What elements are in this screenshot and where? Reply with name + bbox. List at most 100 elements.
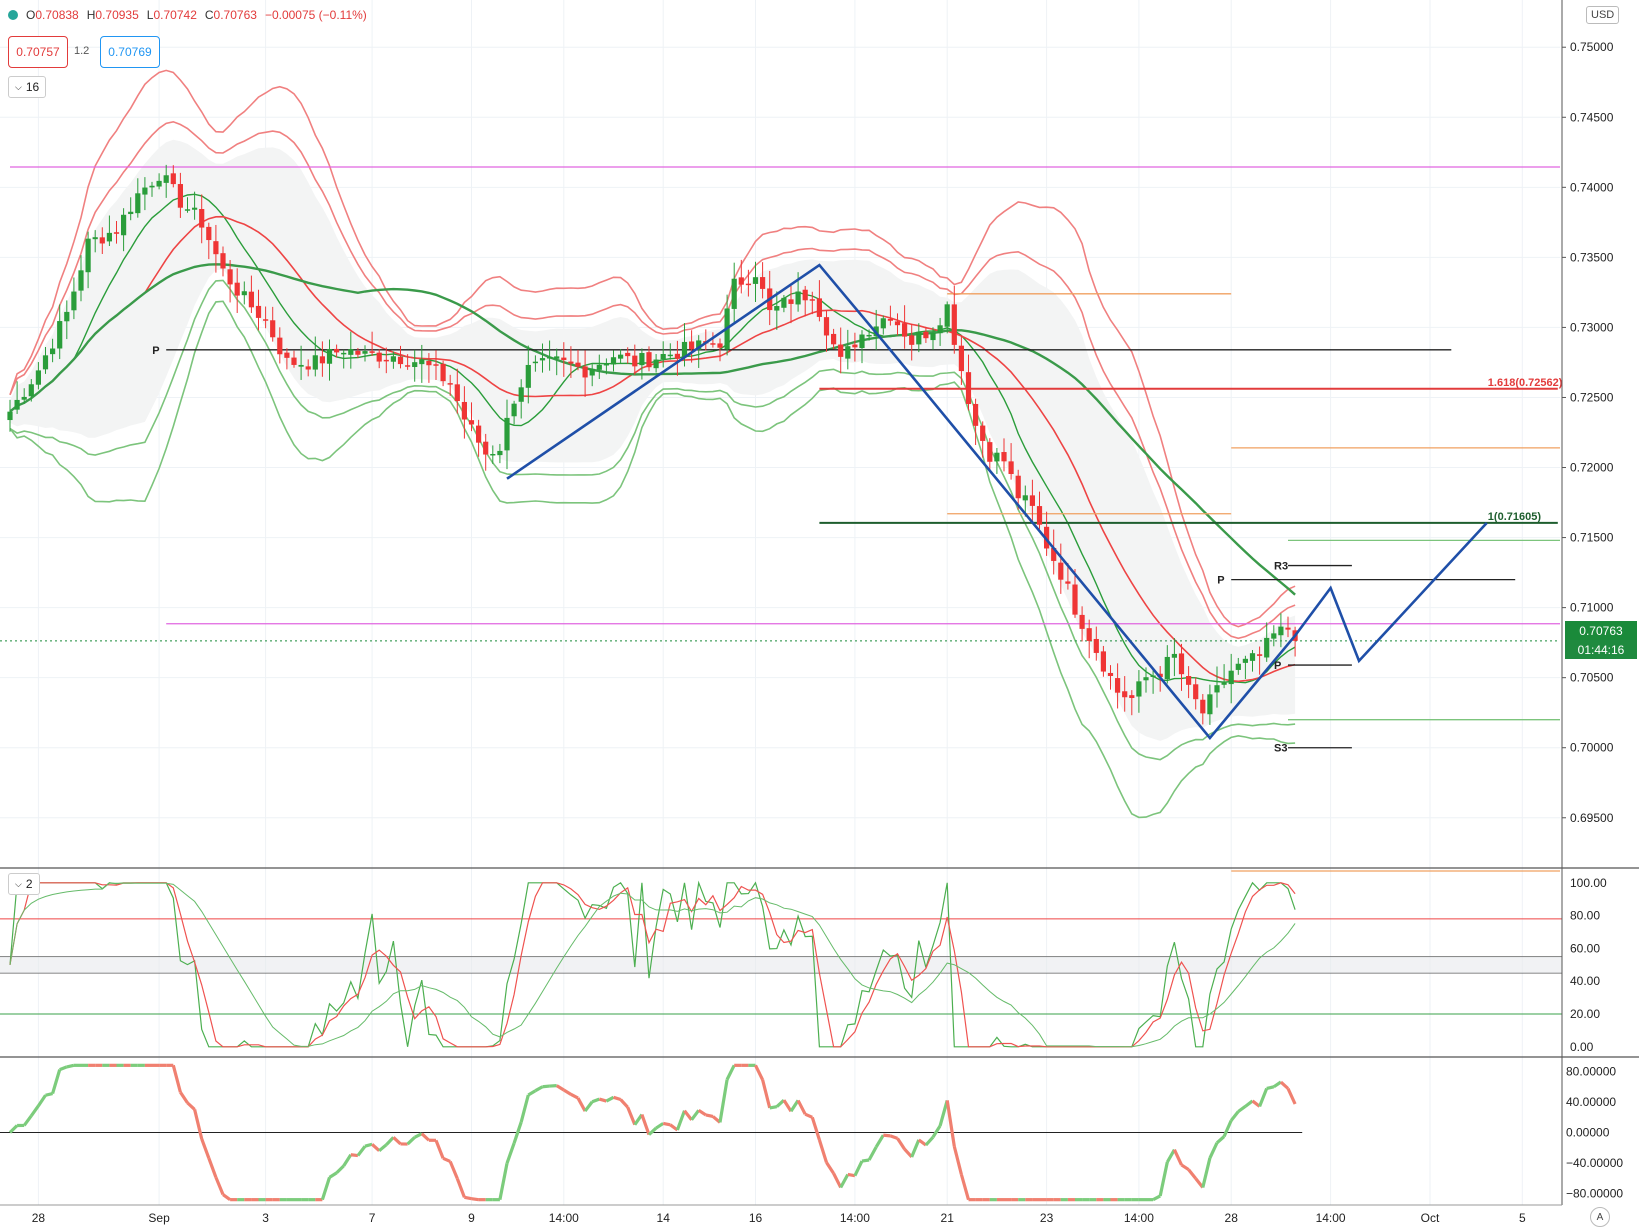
countdown-tag: 01:44:16 (1565, 640, 1637, 659)
momentum-segment (769, 1105, 778, 1110)
candle-body (951, 304, 957, 345)
time-tick-label: 28 (32, 1211, 46, 1225)
time-tick-label: 16 (749, 1211, 763, 1225)
candle-body (618, 354, 624, 359)
candle-body (284, 352, 290, 358)
candle-body (632, 355, 638, 367)
momentum-segment (464, 1195, 472, 1201)
momentum-segment (853, 1160, 864, 1177)
buy-button[interactable]: 0.70769 (100, 36, 160, 68)
momentum-segment (655, 1122, 665, 1130)
momentum-segment (810, 1116, 821, 1141)
candle-body (1129, 695, 1135, 699)
momentum-segment (1172, 1148, 1183, 1166)
lower-band (9, 300, 1296, 819)
candle-body (674, 353, 680, 359)
momentum-segment (804, 1112, 813, 1119)
momentum-segment (471, 1197, 479, 1202)
sell-button[interactable]: 0.70757 (8, 36, 68, 68)
momentum-segment (1266, 1085, 1275, 1090)
candle-body (525, 364, 531, 388)
candle-body (1115, 678, 1121, 693)
momentum-segment (498, 1162, 509, 1200)
oscillator-indicators-toggle[interactable]: ⌵ 2 (8, 873, 40, 895)
momentum-segment (335, 1164, 345, 1174)
candle-body (1178, 653, 1185, 675)
momentum-segment (583, 1100, 594, 1113)
candle-body (880, 318, 886, 329)
candle-body (433, 364, 439, 366)
momentum-segment (8, 1124, 19, 1134)
candle-body (163, 175, 169, 183)
candle-body (291, 357, 297, 365)
candle-body (1136, 681, 1142, 697)
momentum-tick-label: 80.00000 (1566, 1064, 1616, 1078)
momentum-segment (392, 1136, 402, 1146)
candle-body (248, 291, 254, 308)
momentum-segment (320, 1176, 332, 1201)
candle-body (383, 359, 389, 362)
close-value: C0.70763 (205, 8, 257, 22)
time-tick-label: Sep (148, 1211, 170, 1225)
momentum-segment (675, 1110, 687, 1131)
candle-body (1271, 633, 1277, 639)
candle-body (646, 352, 652, 368)
candle-body (1100, 651, 1106, 672)
momentum-segment (761, 1079, 772, 1109)
osc-tick-label: 60.00 (1570, 941, 1600, 955)
pivot-daily-2-label: P (1274, 660, 1281, 672)
candle-body (1264, 637, 1270, 658)
momentum-segment (505, 1142, 516, 1164)
main-indicators-toggle[interactable]: ⌵ 16 (8, 76, 47, 98)
momentum-segment (1244, 1099, 1254, 1108)
candle-body (199, 209, 205, 228)
osc-tick-label: 40.00 (1570, 974, 1600, 988)
candle-body (788, 299, 794, 304)
candle-body (752, 277, 759, 284)
price-levels: P 1.618(0.72562) 1(0.71605) R3 P P S3 (0, 166, 1563, 872)
momentum-segment (613, 1095, 622, 1102)
price-tick-label: 0.71500 (1570, 531, 1614, 545)
momentum-segment (413, 1132, 423, 1139)
candle-body (213, 241, 219, 255)
candle-body (923, 331, 929, 339)
candle-body (589, 368, 595, 376)
candle-body (944, 304, 950, 327)
momentum-segment (420, 1132, 430, 1142)
time-tick-label: 14:00 (840, 1211, 870, 1225)
candle-body (170, 173, 176, 185)
candle-body (1164, 656, 1170, 680)
momentum-segment (385, 1136, 395, 1146)
momentum-segment (1165, 1148, 1176, 1163)
candle-body (192, 207, 198, 210)
candle-body (866, 334, 872, 337)
candle-body (1242, 658, 1248, 663)
candle-body (177, 184, 183, 208)
candle-body (745, 283, 751, 286)
momentum-segment (200, 1138, 211, 1159)
low-number: 0.70742 (153, 8, 197, 22)
momentum-segment (1215, 1135, 1226, 1145)
candle-body (596, 364, 602, 370)
momentum-segment (1258, 1087, 1269, 1107)
candle-body (184, 209, 191, 211)
currency-button[interactable]: USD (1586, 6, 1620, 24)
candle-body (582, 366, 588, 378)
auto-scale-button[interactable]: A (1590, 1207, 1610, 1227)
candle-body (1086, 628, 1092, 641)
candle-body (128, 211, 134, 215)
candle-body (397, 356, 404, 365)
momentum-segment (796, 1099, 807, 1115)
momentum-segment (45, 1092, 53, 1097)
candle-body (610, 357, 617, 365)
grid (0, 0, 1560, 1205)
candle-body (731, 278, 737, 309)
candle-body (1072, 584, 1078, 615)
momentum-segment (328, 1171, 338, 1179)
price-tick-label: 0.74000 (1570, 180, 1614, 194)
price-tick-label: 0.75000 (1570, 40, 1614, 54)
candle-body (568, 361, 574, 364)
candle-body (653, 359, 659, 369)
